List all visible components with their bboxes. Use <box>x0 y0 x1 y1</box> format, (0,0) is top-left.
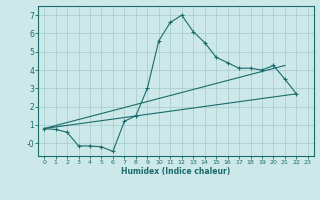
X-axis label: Humidex (Indice chaleur): Humidex (Indice chaleur) <box>121 167 231 176</box>
